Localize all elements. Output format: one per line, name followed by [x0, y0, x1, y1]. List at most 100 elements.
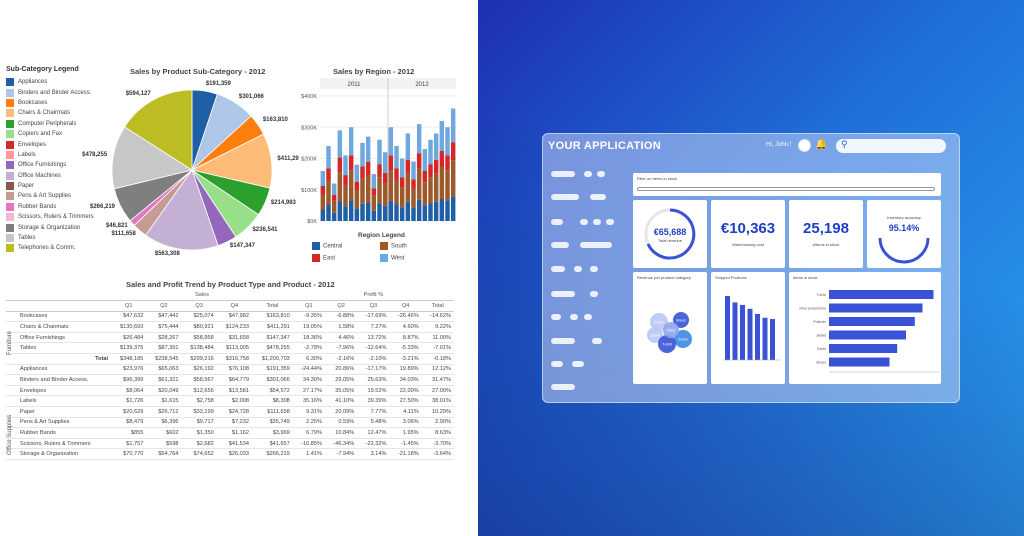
table-cell: -0.18%	[421, 353, 454, 365]
legend-item: Envelopes	[6, 139, 106, 149]
bar-segment	[331, 200, 337, 213]
stock-bar	[829, 317, 915, 326]
bar-segment	[382, 172, 388, 184]
sidebar-item[interactable]	[597, 171, 605, 177]
sidebar-item[interactable]	[590, 291, 598, 297]
bar-segment	[439, 151, 445, 167]
region-legend-title: Region Legend	[358, 232, 405, 239]
year-label: 2012	[415, 82, 429, 88]
filter-card[interactable]: Filter on Items in stock	[633, 173, 941, 196]
pie-label: $214,983	[270, 200, 296, 207]
bar-segment	[428, 203, 433, 221]
sidebar-item[interactable]	[574, 266, 582, 272]
avatar[interactable]	[798, 139, 811, 152]
table-cell: 12.12%	[421, 364, 454, 376]
table-cell: $238,545	[146, 353, 182, 365]
row-label: Bookcases	[6, 311, 112, 323]
table-cell: $2,758	[181, 395, 217, 408]
table-cell: 27.50%	[389, 395, 422, 408]
table-cell: $9,717	[181, 417, 217, 429]
legend-item: Office Machines	[6, 171, 106, 181]
table-cell: $2,682	[181, 438, 217, 450]
table-cell: $26,033	[216, 448, 252, 460]
table-cell: $602	[146, 427, 182, 439]
bell-icon[interactable]: 🔔	[815, 139, 828, 150]
sidebar-item[interactable]	[590, 194, 606, 200]
bar-segment	[388, 200, 394, 221]
legend-swatch	[6, 161, 14, 170]
bar-segment	[445, 155, 450, 171]
sidebar-item[interactable]	[584, 171, 592, 177]
bar-segment	[382, 205, 388, 221]
sidebar-item[interactable]	[592, 338, 602, 344]
sidebar-item[interactable]	[580, 242, 612, 248]
table-cell: $8,479	[111, 417, 147, 429]
legend-item: Scissors, Rulers & Trimmers	[6, 212, 106, 222]
sidebar-item[interactable]	[551, 314, 561, 320]
bar-segment	[394, 168, 399, 181]
search-input[interactable]: ⚲	[836, 139, 946, 153]
legend-label: Labels	[18, 151, 36, 158]
region-swatch	[312, 254, 320, 262]
legend-item: Chairs & Chairmats	[6, 108, 106, 118]
sidebar-item[interactable]	[590, 266, 598, 272]
stock-label: Pullover	[813, 320, 826, 324]
legend-item: Storage & Organization	[6, 222, 106, 232]
sidebar-item[interactable]	[551, 338, 575, 344]
filter-slider[interactable]	[637, 187, 935, 191]
sidebar-item[interactable]	[551, 194, 579, 200]
table-cell: 2.25%	[292, 417, 326, 429]
sidebar-item[interactable]	[551, 361, 563, 367]
shipped-bar-chart	[723, 296, 781, 361]
sidebar-item[interactable]	[551, 266, 565, 272]
bar-segment	[399, 207, 405, 221]
revenue-ring	[644, 208, 696, 260]
legend-label: Copiers and Fax	[18, 131, 63, 138]
sidebar-item[interactable]	[551, 291, 575, 297]
sidebar-item[interactable]	[570, 314, 578, 320]
sidebar-item[interactable]	[606, 219, 614, 225]
sidebar-item[interactable]	[580, 219, 588, 225]
table-cell: $411,291	[251, 321, 293, 333]
bar-segment	[382, 183, 388, 206]
table-cell: -6.88%	[325, 311, 358, 323]
table-cell: -3.64%	[421, 448, 454, 460]
stock-bar	[829, 357, 890, 367]
table-row: Bookcases $47,632 $47,442 $25,074 $47,982 $16…	[6, 311, 454, 323]
table-cell: 9.22%	[421, 321, 454, 333]
table-cell: -1.45%	[389, 438, 422, 450]
table-cell: $1,200,703	[251, 353, 293, 365]
table-cell: $111,658	[251, 406, 293, 418]
table-cell: $41,534	[216, 438, 252, 450]
table-cell: $1,726	[111, 395, 147, 408]
bar-segment	[348, 200, 354, 221]
items-stock-card: Items in stock T-shirt other product line…	[789, 272, 941, 384]
subcategory-legend: Sub-Category Legend Appliances Binders an…	[6, 66, 106, 254]
sidebar-item[interactable]	[551, 219, 563, 225]
bar-segment	[416, 124, 422, 154]
table-cell: 34.03%	[389, 374, 422, 386]
bar-segment	[377, 203, 382, 221]
sidebar-item[interactable]	[572, 361, 584, 367]
bar-segment	[365, 175, 371, 203]
sidebar-item[interactable]	[551, 384, 575, 390]
table-row: Office Furnishings $26,484 $28,267 $58,958 $…	[6, 332, 454, 344]
table-cell: $139,375	[111, 342, 147, 355]
sidebar-item[interactable]	[584, 314, 592, 320]
sidebar-item[interactable]	[551, 171, 575, 177]
table-cell: $8,064	[111, 385, 147, 397]
sidebar-item[interactable]	[551, 242, 569, 248]
row-label: Pens & Art Supplies	[6, 417, 112, 429]
legend-label: Office Machines	[18, 172, 61, 179]
region-legend-item: West	[380, 254, 405, 262]
sidebar-item[interactable]	[593, 219, 601, 225]
legend-swatch	[6, 171, 14, 180]
bar-segment	[360, 203, 365, 221]
bar-segment	[326, 204, 331, 221]
legend-swatch	[6, 130, 14, 139]
app-title: YOUR APPLICATION	[548, 140, 661, 152]
stock-label: Shoes	[816, 361, 826, 365]
bar-segment	[365, 202, 371, 221]
table-cell: 20.09%	[325, 406, 358, 418]
column-header: Total	[421, 300, 454, 312]
